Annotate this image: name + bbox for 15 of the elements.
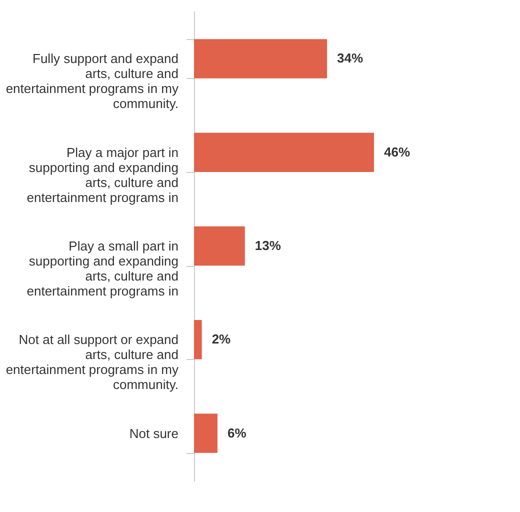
data-label: 2%	[212, 332, 232, 347]
bar	[194, 414, 218, 453]
y-tick-label: Play a major part in supporting and expanding arts, culture and entertainment programs in	[26, 144, 178, 205]
y-tick-label: Play a small part in supporting and expanding arts, culture and entertainment programs in	[26, 238, 178, 298]
y-tick-label: Fully support and expand arts, culture and entertainment programs in my community.	[6, 51, 179, 112]
data-label: 13%	[254, 238, 282, 253]
data-label: 6%	[227, 425, 247, 440]
y-tick-label: Not sure	[129, 426, 178, 441]
bar	[194, 132, 374, 172]
data-label: 46%	[384, 144, 410, 160]
bar	[194, 39, 328, 78]
bar	[194, 226, 245, 266]
data-label: 34%	[337, 50, 364, 66]
y-tick-label: Not at all support or expand arts, culture and entertainment programs in my community.	[6, 332, 179, 392]
bar	[194, 320, 202, 360]
